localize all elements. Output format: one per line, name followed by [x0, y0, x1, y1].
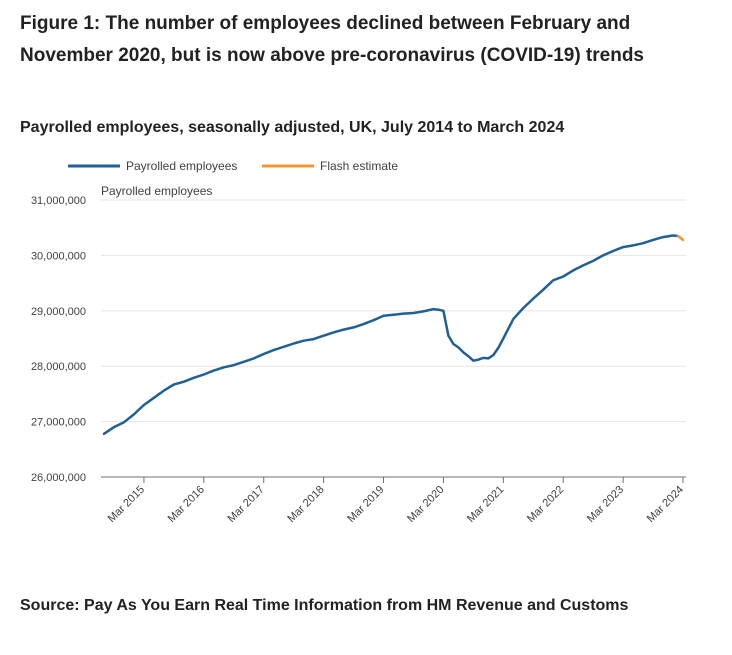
series-line-flash [676, 234, 685, 242]
y-tick-label: 27,000,000 [31, 417, 86, 429]
source-note: Source: Pay As You Earn Real Time Inform… [20, 597, 629, 614]
gridlines [101, 199, 686, 423]
chart-subtitle: Payrolled employees, seasonally adjusted… [20, 119, 565, 136]
x-tick-label: Mar 2020 [405, 484, 446, 525]
x-tick-label: Mar 2016 [166, 484, 207, 525]
series-lines [102, 234, 685, 436]
series-line-payrolled [102, 234, 680, 436]
x-tick-label: Mar 2019 [345, 484, 386, 525]
y-axis-label: Payrolled employees [101, 184, 212, 198]
chart-title: Figure 1: The number of employees declin… [20, 13, 644, 66]
y-tick-label: 30,000,000 [31, 250, 86, 262]
x-tick-label: Mar 2015 [106, 484, 147, 525]
y-tick-label: 28,000,000 [31, 361, 86, 373]
x-tick-label: Mar 2021 [465, 484, 506, 525]
x-axis-ticks: Mar 2015 Mar 2016 Mar 2017 Mar 2018 Mar 2019… [106, 477, 686, 525]
x-tick-label: Mar 2024 [645, 484, 686, 525]
y-axis-ticks: 26,000,000 27,000,000 28,000,000 29,000,000… [31, 195, 86, 484]
legend-label-payrolled: Payrolled employees [126, 159, 237, 173]
x-tick-label: Mar 2017 [225, 484, 266, 525]
x-tick-label: Mar 2023 [585, 484, 626, 525]
legend-label-flash: Flash estimate [320, 159, 398, 173]
y-tick-label: 26,000,000 [31, 472, 86, 484]
x-tick-label: Mar 2018 [285, 484, 326, 525]
x-tick-label: Mar 2022 [525, 484, 566, 525]
legend: Payrolled employees Flash estimate [68, 159, 398, 173]
y-tick-label: 31,000,000 [31, 195, 86, 207]
y-tick-label: 29,000,000 [31, 306, 86, 318]
line-chart: Payrolled employees Flash estimate Payro… [31, 159, 686, 525]
